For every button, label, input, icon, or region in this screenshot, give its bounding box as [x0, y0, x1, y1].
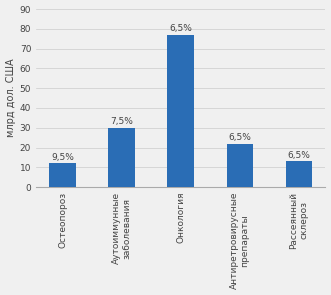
Text: 6,5%: 6,5%: [169, 24, 192, 33]
Text: 9,5%: 9,5%: [51, 153, 74, 162]
Bar: [49, 163, 76, 187]
Text: 6,5%: 6,5%: [288, 151, 310, 160]
Bar: [286, 161, 312, 187]
Text: 6,5%: 6,5%: [228, 133, 251, 142]
Bar: [167, 35, 194, 187]
Bar: [227, 144, 253, 187]
Bar: [108, 128, 135, 187]
Text: 7,5%: 7,5%: [110, 117, 133, 126]
Y-axis label: млрд дол. США: млрд дол. США: [6, 59, 16, 137]
